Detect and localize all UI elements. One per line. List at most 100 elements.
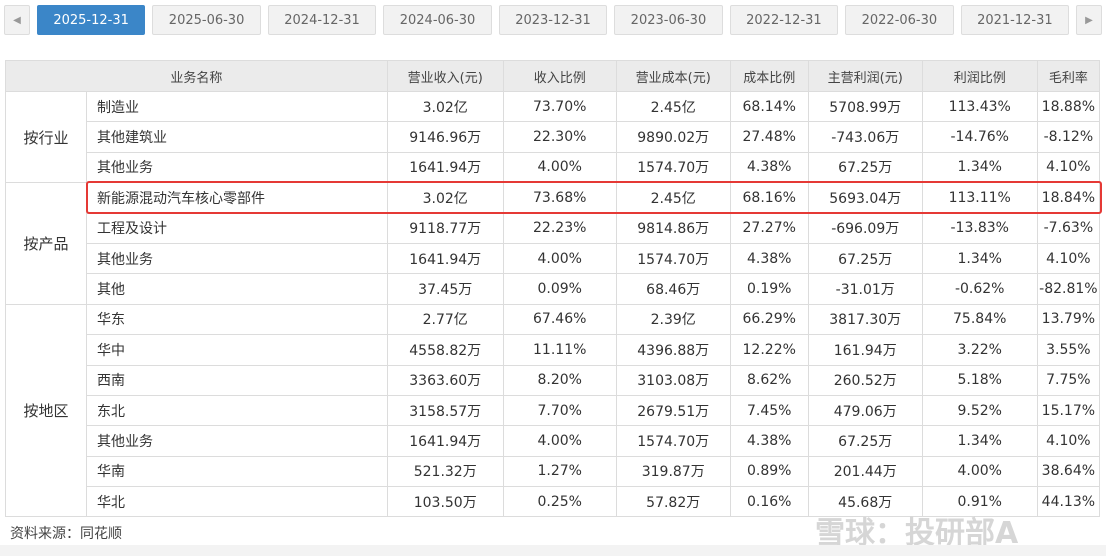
profit-ratio-cell: 4.00% <box>921 455 1038 488</box>
table-row: 其他业务 1641.94万 4.00% 1574.70万 4.38% 67.25万 1.34… <box>6 425 1101 457</box>
business-name-cell: 新能源混动汽车核心零部件 <box>86 182 388 214</box>
profit-ratio-cell: 9.52% <box>921 394 1038 427</box>
gross-margin-cell: -8.12% <box>1036 121 1101 153</box>
profit-cell: -696.09万 <box>807 212 923 244</box>
revenue-ratio-cell: 4.00% <box>502 242 617 275</box>
cost-cell: 2679.51万 <box>615 394 731 427</box>
table-header-row: 业务名称 营业收入(元) 收入比例 营业成本(元) 成本比例 主营利润(元) 利… <box>5 60 1101 92</box>
revenue-ratio-cell: 73.70% <box>502 90 617 123</box>
cost-cell: 9890.02万 <box>615 121 731 153</box>
cost-cell: 9814.86万 <box>615 212 731 244</box>
business-name-cell: 其他业务 <box>86 242 388 275</box>
profit-cell: 5708.99万 <box>807 90 923 123</box>
profit-ratio-cell: 3.22% <box>921 334 1038 366</box>
profit-ratio-cell: 5.18% <box>921 364 1038 396</box>
date-tab[interactable]: 2025-06-30 <box>152 5 261 35</box>
profit-ratio-cell: -14.76% <box>921 121 1038 153</box>
date-tab[interactable]: 2023-12-31 <box>498 5 608 35</box>
profit-ratio-cell: 0.91% <box>921 486 1038 518</box>
date-tab[interactable]: 2023-06-30 <box>614 5 723 35</box>
cost-ratio-cell: 8.62% <box>729 364 809 396</box>
header-business-name: 业务名称 <box>5 60 388 92</box>
revenue-cell: 1641.94万 <box>386 242 504 275</box>
cost-ratio-cell: 27.48% <box>729 121 809 153</box>
revenue-ratio-cell: 8.20% <box>502 364 617 396</box>
revenue-ratio-cell: 22.23% <box>502 212 617 244</box>
table-row: 华南 521.32万 1.27% 319.87万 0.89% 201.44万 4.00% 38… <box>6 455 1101 488</box>
profit-cell: -743.06万 <box>807 121 923 153</box>
revenue-ratio-cell: 4.00% <box>502 151 617 184</box>
gross-margin-cell: -7.63% <box>1036 212 1101 244</box>
next-arrow-button[interactable]: ▶ <box>1076 5 1102 35</box>
cost-ratio-cell: 68.14% <box>729 90 809 123</box>
cost-ratio-cell: 68.16% <box>729 182 809 214</box>
cost-cell: 1574.70万 <box>615 425 731 457</box>
profit-cell: 201.44万 <box>807 455 923 488</box>
cost-cell: 2.45亿 <box>615 182 731 214</box>
cost-ratio-cell: 0.89% <box>729 455 809 488</box>
revenue-cell: 3363.60万 <box>386 364 504 396</box>
revenue-ratio-cell: 1.27% <box>502 455 617 488</box>
cost-cell: 68.46万 <box>615 273 731 305</box>
cost-cell: 1574.70万 <box>615 242 731 275</box>
profit-ratio-cell: 1.34% <box>921 242 1038 275</box>
header-profit-ratio: 利润比例 <box>921 60 1038 92</box>
revenue-cell: 2.77亿 <box>386 303 504 336</box>
table-row: 其他业务 1641.94万 4.00% 1574.70万 4.38% 67.25万 1.34… <box>6 242 1101 275</box>
header-cost: 营业成本(元) <box>615 60 731 92</box>
revenue-ratio-cell: 7.70% <box>502 394 617 427</box>
gross-margin-cell: 4.10% <box>1036 151 1101 184</box>
table-row: 华北 103.50万 0.25% 57.82万 0.16% 45.68万 0.91% 44.1… <box>6 486 1101 518</box>
revenue-cell: 3158.57万 <box>386 394 504 427</box>
cost-cell: 57.82万 <box>615 486 731 518</box>
profit-cell: 67.25万 <box>807 425 923 457</box>
cost-cell: 1574.70万 <box>615 151 731 184</box>
date-tab[interactable]: 2021-12-31 <box>960 5 1070 35</box>
business-name-cell: 华南 <box>86 455 388 488</box>
date-tab[interactable]: 2024-06-30 <box>383 5 492 35</box>
gross-margin-cell: 7.75% <box>1036 364 1101 396</box>
table-row: 其他业务 1641.94万 4.00% 1574.70万 4.38% 67.25万 1.34… <box>6 151 1101 184</box>
header-revenue-ratio: 收入比例 <box>502 60 617 92</box>
profit-ratio-cell: 113.43% <box>921 90 1038 123</box>
revenue-ratio-cell: 22.30% <box>502 121 617 153</box>
profit-ratio-cell: 1.34% <box>921 425 1038 457</box>
prev-arrow-button[interactable]: ◀ <box>4 5 30 35</box>
table-row: 按产品 新能源混动汽车核心零部件 3.02亿 73.68% 2.45亿 68.16% 569… <box>5 182 1101 305</box>
business-name-cell: 工程及设计 <box>86 212 388 244</box>
revenue-cell: 9118.77万 <box>386 212 504 244</box>
cost-ratio-cell: 0.16% <box>729 486 809 518</box>
group-label: 按地区 <box>5 303 87 518</box>
profit-cell: 67.25万 <box>807 242 923 275</box>
business-name-cell: 其他建筑业 <box>86 121 388 153</box>
date-tab[interactable]: 2024-12-31 <box>267 5 377 35</box>
profit-ratio-cell: -13.83% <box>921 212 1038 244</box>
revenue-cell: 103.50万 <box>386 486 504 518</box>
business-composition-table: 业务名称 营业收入(元) 收入比例 营业成本(元) 成本比例 主营利润(元) 利… <box>5 60 1101 518</box>
date-tab[interactable]: 2025-12-31 <box>36 5 146 35</box>
table-row: 按行业 制造业 3.02亿 73.70% 2.45亿 68.14% 5708.99万 113.… <box>5 90 1101 184</box>
gross-margin-cell: 4.10% <box>1036 242 1101 275</box>
business-name-cell: 其他 <box>86 273 388 305</box>
profit-cell: 161.94万 <box>807 334 923 366</box>
revenue-cell: 521.32万 <box>386 455 504 488</box>
date-tab[interactable]: 2022-12-31 <box>729 5 839 35</box>
cost-ratio-cell: 0.19% <box>729 273 809 305</box>
group-label: 按行业 <box>5 90 87 184</box>
gross-margin-cell: 3.55% <box>1036 334 1101 366</box>
business-name-cell: 华北 <box>86 486 388 518</box>
gross-margin-cell: 38.64% <box>1036 455 1101 488</box>
revenue-cell: 1641.94万 <box>386 425 504 457</box>
revenue-ratio-cell: 11.11% <box>502 334 617 366</box>
business-name-cell: 其他业务 <box>86 425 388 457</box>
gross-margin-cell: 44.13% <box>1036 486 1101 518</box>
cost-ratio-cell: 7.45% <box>729 394 809 427</box>
cost-cell: 319.87万 <box>615 455 731 488</box>
profit-cell: 260.52万 <box>807 364 923 396</box>
table-row: 其他建筑业 9146.96万 22.30% 9890.02万 27.48% -743.06… <box>6 121 1101 153</box>
date-tab[interactable]: 2022-06-30 <box>845 5 954 35</box>
cost-cell: 4396.88万 <box>615 334 731 366</box>
profit-ratio-cell: 75.84% <box>921 303 1038 336</box>
business-name-cell: 西南 <box>86 364 388 396</box>
date-tabs: ◀ 2025-12-31 2025-06-30 2024-12-31 2024-06-… <box>4 5 1102 35</box>
